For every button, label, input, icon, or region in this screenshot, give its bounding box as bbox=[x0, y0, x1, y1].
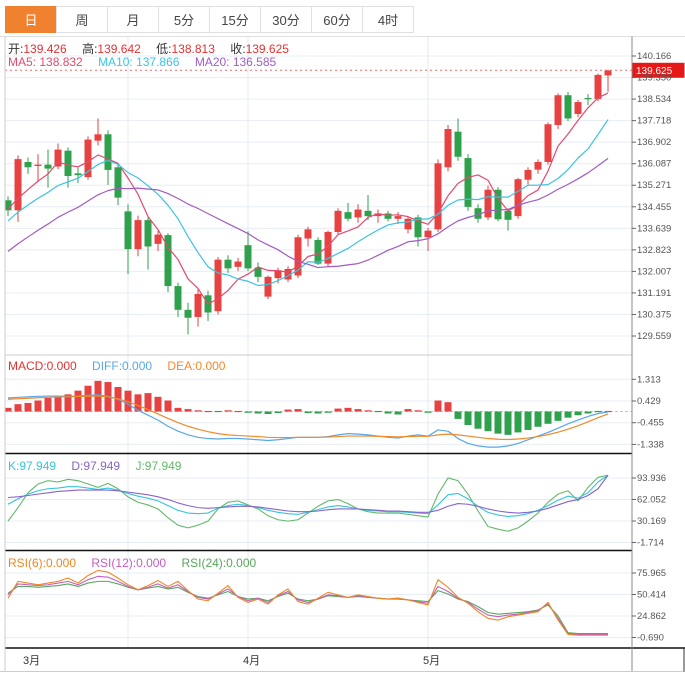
svg-text:134.455: 134.455 bbox=[637, 202, 671, 213]
svg-text:75.965: 75.965 bbox=[637, 568, 666, 579]
period-toolbar: 日周月 5分 15分 30分 60分 4时 bbox=[5, 6, 414, 33]
kdj-axis: 93.936 62.052 30.169 -1.714 bbox=[632, 473, 666, 549]
kdj-panel bbox=[7, 474, 609, 532]
tab-period-7[interactable]: 4时 bbox=[362, 6, 414, 33]
svg-text:5月: 5月 bbox=[423, 655, 440, 667]
rsi-axis: 75.965 50.414 24.862 -0.690 bbox=[632, 568, 666, 644]
svg-text:138.534: 138.534 bbox=[637, 94, 671, 105]
high-value: 139.642 bbox=[97, 42, 141, 56]
tab-period-0[interactable]: 日 bbox=[5, 6, 57, 33]
ma20-line bbox=[7, 157, 609, 269]
svg-text:30.169: 30.169 bbox=[637, 516, 666, 527]
tab-period-2[interactable]: 月 bbox=[107, 6, 159, 33]
svg-text:24.862: 24.862 bbox=[637, 611, 666, 622]
svg-text:131.191: 131.191 bbox=[637, 288, 671, 299]
tab-period-5[interactable]: 30分 bbox=[260, 6, 312, 33]
d-value: D:97.949 bbox=[71, 459, 121, 473]
svg-text:139.625: 139.625 bbox=[636, 66, 673, 77]
ohlc-header: 开:139.426 高:139.642 低:138.813 收:139.625 bbox=[8, 40, 301, 57]
tab-period-6[interactable]: 60分 bbox=[311, 6, 363, 33]
svg-text:-1.338: -1.338 bbox=[637, 439, 664, 450]
svg-text:130.375: 130.375 bbox=[637, 309, 671, 320]
ma5-line bbox=[7, 92, 609, 305]
open-label: 开: bbox=[8, 42, 24, 56]
low-value: 138.813 bbox=[171, 42, 215, 56]
svg-text:140.166: 140.166 bbox=[637, 51, 671, 62]
svg-text:139.350: 139.350 bbox=[637, 73, 671, 84]
svg-text:-0.455: -0.455 bbox=[637, 418, 664, 429]
rsi-panel bbox=[7, 569, 608, 636]
svg-text:129.559: 129.559 bbox=[637, 331, 671, 342]
svg-text:50.414: 50.414 bbox=[637, 590, 666, 601]
rsi24-value: RSI(24):0.000 bbox=[181, 556, 257, 570]
svg-text:4月: 4月 bbox=[243, 655, 260, 667]
rsi6-value: RSI(6):0.000 bbox=[8, 556, 77, 570]
open-value: 139.426 bbox=[23, 42, 67, 56]
close-value: 139.625 bbox=[245, 42, 289, 56]
svg-text:1.313: 1.313 bbox=[637, 374, 661, 385]
macd-panel bbox=[4, 380, 612, 448]
svg-text:136.902: 136.902 bbox=[637, 137, 671, 148]
svg-text:3月: 3月 bbox=[23, 655, 40, 667]
kdj-header: K:97.949 D:97.949 J:97.949 bbox=[8, 459, 193, 473]
tab-period-1[interactable]: 周 bbox=[56, 6, 108, 33]
dea-value: DEA:0.000 bbox=[167, 359, 226, 373]
macd-axis: 1.313 0.429 -0.455 -1.338 bbox=[632, 374, 664, 450]
ma10-line bbox=[7, 119, 609, 287]
tab-period-4[interactable]: 15分 bbox=[209, 6, 261, 33]
price-axis: 140.166 139.350 138.534 137.718 136.902 136.0… bbox=[632, 51, 671, 342]
ma-header: MA5: 138.832 MA10: 137.866 MA20: 136.585 bbox=[8, 55, 288, 69]
low-label: 低: bbox=[156, 42, 172, 56]
svg-text:-1.714: -1.714 bbox=[637, 538, 664, 549]
svg-text:0.429: 0.429 bbox=[637, 396, 661, 407]
svg-text:62.052: 62.052 bbox=[637, 495, 666, 506]
svg-text:135.271: 135.271 bbox=[637, 180, 671, 191]
macd-value: MACD:0.000 bbox=[8, 359, 77, 373]
high-label: 高: bbox=[82, 42, 98, 56]
time-axis: 3月 4月 5月 bbox=[23, 655, 440, 667]
svg-text:136.087: 136.087 bbox=[637, 159, 671, 170]
ma20-value: MA20: 136.585 bbox=[194, 55, 277, 69]
rsi12-value: RSI(12):0.000 bbox=[91, 556, 167, 570]
diff-value: DIFF:0.000 bbox=[92, 359, 153, 373]
candles bbox=[4, 69, 612, 335]
j-value: J:97.949 bbox=[135, 459, 182, 473]
panel-borders bbox=[0, 36, 685, 672]
macd-header: MACD:0.000 DIFF:0.000 DEA:0.000 bbox=[8, 359, 237, 373]
tab-period-3[interactable]: 5分 bbox=[158, 6, 210, 33]
svg-text:93.936: 93.936 bbox=[637, 473, 666, 484]
svg-text:-0.690: -0.690 bbox=[637, 633, 664, 644]
ma5-value: MA5: 138.832 bbox=[8, 55, 83, 69]
last-price-marker: 139.625 bbox=[5, 62, 685, 78]
svg-text:133.639: 133.639 bbox=[637, 223, 671, 234]
close-label: 收: bbox=[230, 42, 246, 56]
svg-text:132.007: 132.007 bbox=[637, 266, 671, 277]
svg-text:132.823: 132.823 bbox=[637, 245, 671, 256]
rsi-header: RSI(6):0.000 RSI(12):0.000 RSI(24):0.000 bbox=[8, 556, 268, 570]
svg-text:137.718: 137.718 bbox=[637, 116, 671, 127]
ma10-value: MA10: 137.866 bbox=[98, 55, 180, 69]
k-value: K:97.949 bbox=[8, 459, 57, 473]
